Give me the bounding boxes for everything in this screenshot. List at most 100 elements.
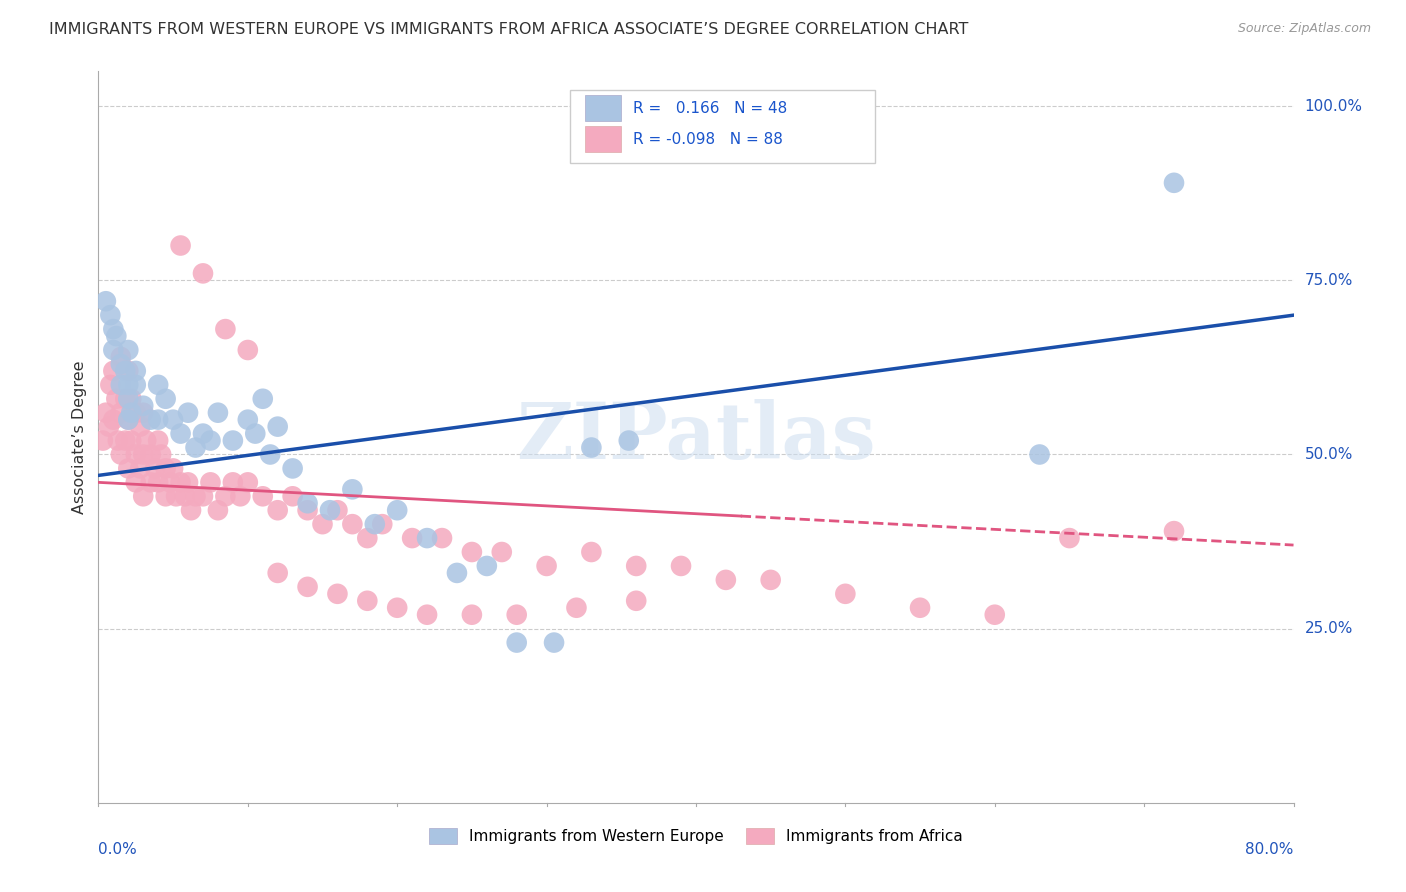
Point [581, 545, 603, 559]
Point [98, 377, 122, 392]
Point [155, 461, 177, 475]
Point [342, 517, 364, 532]
Point [139, 412, 162, 426]
Point [281, 489, 304, 503]
Point [129, 461, 152, 475]
Point [200, 475, 222, 490]
Point [148, 412, 170, 426]
Point [103, 412, 125, 426]
Point [1163, 524, 1185, 538]
Point [1028, 448, 1050, 462]
Point [834, 587, 856, 601]
Point [184, 489, 207, 503]
Point [103, 343, 125, 357]
Point [281, 461, 304, 475]
Point [117, 412, 139, 426]
Point [155, 392, 177, 406]
Text: 100.0%: 100.0% [1305, 99, 1362, 113]
Text: Source: ZipAtlas.com: Source: ZipAtlas.com [1237, 22, 1371, 36]
Point [132, 448, 155, 462]
Point [617, 434, 640, 448]
Point [169, 426, 191, 441]
Point [356, 594, 378, 608]
Point [214, 489, 236, 503]
Point [430, 531, 453, 545]
Point [174, 489, 197, 503]
Point [103, 364, 125, 378]
Point [135, 434, 157, 448]
Point [236, 475, 259, 490]
Text: 25.0%: 25.0% [1305, 621, 1353, 636]
Point [191, 489, 214, 503]
Point [1163, 176, 1185, 190]
Point [543, 635, 565, 649]
Point [759, 573, 782, 587]
Point [162, 412, 184, 426]
Point [110, 406, 132, 420]
Text: 50.0%: 50.0% [1305, 447, 1353, 462]
Point [461, 545, 484, 559]
Text: 75.0%: 75.0% [1305, 273, 1353, 288]
Point [416, 607, 439, 622]
Point [1059, 531, 1081, 545]
Point [297, 580, 319, 594]
Point [159, 475, 181, 490]
Point [107, 434, 129, 448]
Point [110, 448, 132, 462]
Point [267, 503, 290, 517]
Point [117, 392, 139, 406]
Point [401, 531, 423, 545]
Text: ZIPatlas: ZIPatlas [516, 399, 876, 475]
Point [132, 406, 155, 420]
Point [143, 461, 166, 475]
Point [214, 322, 236, 336]
Point [184, 441, 207, 455]
Point [356, 531, 378, 545]
Point [125, 377, 148, 392]
Point [169, 238, 191, 252]
Point [626, 594, 648, 608]
Point [565, 600, 588, 615]
Point [132, 489, 155, 503]
Point [222, 475, 245, 490]
Point [297, 503, 319, 517]
Point [236, 412, 259, 426]
Text: 0.0%: 0.0% [98, 842, 138, 856]
Point [169, 475, 191, 490]
Point [326, 503, 349, 517]
Point [191, 426, 214, 441]
Point [148, 377, 170, 392]
Point [94, 294, 117, 309]
Point [125, 364, 148, 378]
Point [385, 503, 409, 517]
Point [114, 434, 136, 448]
Point [245, 426, 267, 441]
Point [165, 489, 187, 503]
Point [150, 448, 173, 462]
Point [105, 329, 128, 343]
Point [669, 558, 692, 573]
Point [626, 558, 648, 573]
Point [155, 489, 177, 503]
Bar [585, 95, 620, 121]
Point [581, 441, 603, 455]
Legend: Immigrants from Western Europe, Immigrants from Africa: Immigrants from Western Europe, Immigran… [423, 822, 969, 850]
Point [222, 434, 245, 448]
Point [117, 364, 139, 378]
Point [117, 343, 139, 357]
Point [117, 412, 139, 426]
Point [110, 377, 132, 392]
Point [506, 607, 529, 622]
Point [229, 489, 252, 503]
Point [252, 392, 274, 406]
Point [267, 419, 290, 434]
Point [120, 434, 142, 448]
Bar [571, 90, 876, 163]
Point [98, 308, 122, 322]
Point [191, 266, 214, 280]
Point [326, 587, 349, 601]
Point [461, 607, 484, 622]
Point [207, 406, 229, 420]
Point [120, 392, 142, 406]
Point [267, 566, 290, 580]
